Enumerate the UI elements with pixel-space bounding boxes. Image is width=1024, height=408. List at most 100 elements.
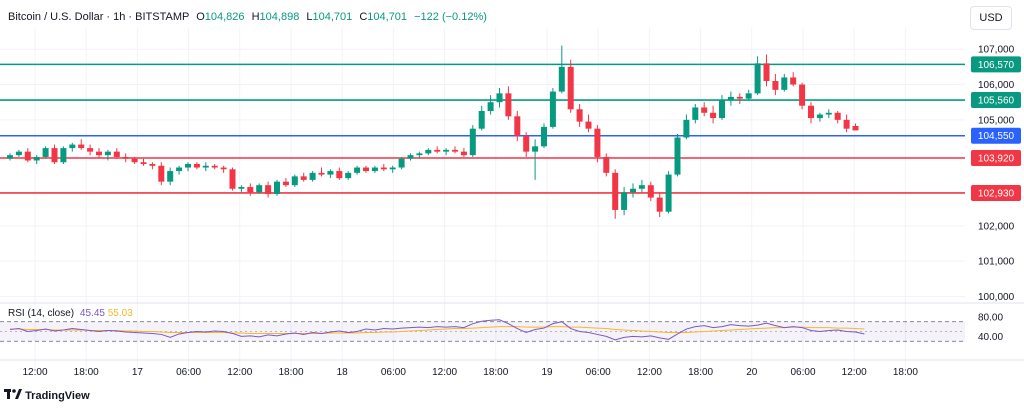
price-tick-3: 102,000 <box>978 221 1015 232</box>
high-label: H <box>251 11 260 23</box>
candle-body-15 <box>140 162 147 164</box>
candle-body-49 <box>443 149 450 152</box>
close-label: C <box>359 11 368 23</box>
candle-body-59 <box>532 146 539 152</box>
time-tick-7: 06:00 <box>381 367 406 378</box>
candle-body-28 <box>256 185 263 193</box>
candle-body-1 <box>15 151 22 156</box>
price-tick-0: 107,000 <box>978 45 1015 56</box>
candle-body-70 <box>630 188 636 193</box>
candle-body-91 <box>816 114 823 119</box>
candle-body-32 <box>291 176 298 186</box>
candle-body-6 <box>60 148 67 163</box>
open-value: 104,826 <box>204 11 245 23</box>
candle-body-86 <box>772 80 779 90</box>
candle-body-63 <box>567 66 574 110</box>
time-tick-15: 06:00 <box>790 367 815 378</box>
candle-body-77 <box>692 107 699 120</box>
chart-header: Bitcoin / U.S. Dollar · 1h · BITSTAMP O1… <box>8 11 487 23</box>
low-value: 104,701 <box>312 11 353 23</box>
candle-body-3 <box>33 156 40 161</box>
level-label-1: 105,560 <box>978 96 1015 107</box>
price-axis[interactable]: 107,000 106,000 105,000 102,000 101,000 100,0… <box>978 45 1015 303</box>
high-value: 104,898 <box>259 11 300 23</box>
time-tick-10: 19 <box>541 367 553 378</box>
candle-body-84 <box>754 63 761 94</box>
candle-body-60 <box>541 126 547 147</box>
candle-body-82 <box>736 96 743 99</box>
time-tick-6: 18 <box>337 367 349 378</box>
candle-body-73 <box>656 197 663 212</box>
candle-body-42 <box>380 167 387 170</box>
candle-body-78 <box>701 107 708 113</box>
level-badge-4 <box>971 184 1021 201</box>
candle-body-90 <box>808 105 814 119</box>
candle-body-31 <box>282 181 289 186</box>
candle-body-75 <box>674 137 681 175</box>
level-label-0: 106,570 <box>978 60 1015 71</box>
time-tick-12: 12:00 <box>637 367 662 378</box>
rsi-pane: 80.00 40.00 <box>0 312 1003 343</box>
candle-body-81 <box>727 96 734 101</box>
candle-body-51 <box>460 151 467 156</box>
candle-body-0 <box>7 155 13 159</box>
candle-body-17 <box>158 165 165 182</box>
time-tick-4: 12:00 <box>227 367 252 378</box>
rsi-line <box>9 319 865 341</box>
candle-body-62 <box>558 66 565 92</box>
candle-body-19 <box>176 167 183 172</box>
currency-button[interactable]: USD <box>970 6 1012 30</box>
level-labels: 106,570 105,560 104,550 103,920 102,930 <box>971 56 1021 201</box>
candle-body-2 <box>24 151 31 161</box>
time-axis[interactable]: 12:00 18:00 17 06:00 12:00 18:00 18 06:00 12:00 1… <box>22 367 918 378</box>
time-tick-13: 18:00 <box>688 367 713 378</box>
candle-body-69 <box>621 192 628 210</box>
candle-body-47 <box>425 149 432 154</box>
candle-body-43 <box>389 167 396 170</box>
time-tick-5: 18:00 <box>278 367 303 378</box>
candle-body-48 <box>434 149 441 152</box>
candle-body-26 <box>238 186 245 189</box>
candle-body-89 <box>799 84 806 106</box>
time-tick-0: 12:00 <box>22 367 47 378</box>
time-tick-17: 18:00 <box>893 367 918 378</box>
candle-body-79 <box>710 112 717 119</box>
time-tick-2: 17 <box>132 367 144 378</box>
candle-body-94 <box>843 119 850 129</box>
candle-body-33 <box>300 176 307 180</box>
candle-body-76 <box>683 119 690 138</box>
level-badge-3 <box>971 149 1021 166</box>
candle-body-64 <box>576 109 583 122</box>
time-tick-9: 18:00 <box>483 367 508 378</box>
candle-body-92 <box>825 112 832 115</box>
candle-body-71 <box>638 185 645 189</box>
candle-body-44 <box>398 158 405 168</box>
rsi-ma-value: 55.03 <box>107 308 133 319</box>
change-value: −122 (−0.12%) <box>414 11 487 23</box>
symbol-title: Bitcoin / U.S. Dollar · 1h · BITSTAMP <box>8 11 190 23</box>
candle-body-88 <box>790 77 797 85</box>
level-badge-1 <box>971 92 1021 109</box>
candle-body-10 <box>96 151 102 156</box>
close-value: 104,701 <box>367 11 408 23</box>
candle-body-83 <box>745 93 752 99</box>
candle-body-95 <box>852 125 859 131</box>
open-label: O <box>196 11 205 23</box>
candle-body-27 <box>247 186 254 193</box>
candle-body-53 <box>478 111 485 129</box>
time-tick-3: 06:00 <box>176 367 201 378</box>
candle-body-21 <box>193 164 200 168</box>
price-tick-1: 106,000 <box>978 80 1015 91</box>
rsi-value: 45.45 <box>79 308 105 319</box>
candle-body-74 <box>665 174 672 212</box>
candle-body-65 <box>585 121 592 129</box>
candle-body-12 <box>113 151 120 157</box>
candle-body-85 <box>763 63 770 81</box>
level-label-3: 103,920 <box>978 153 1015 164</box>
rsi-ma-line <box>10 326 865 334</box>
candle-body-56 <box>505 93 512 117</box>
candle-body-20 <box>185 164 191 168</box>
candle-body-34 <box>309 172 316 180</box>
price-tick-2: 105,000 <box>978 115 1015 126</box>
